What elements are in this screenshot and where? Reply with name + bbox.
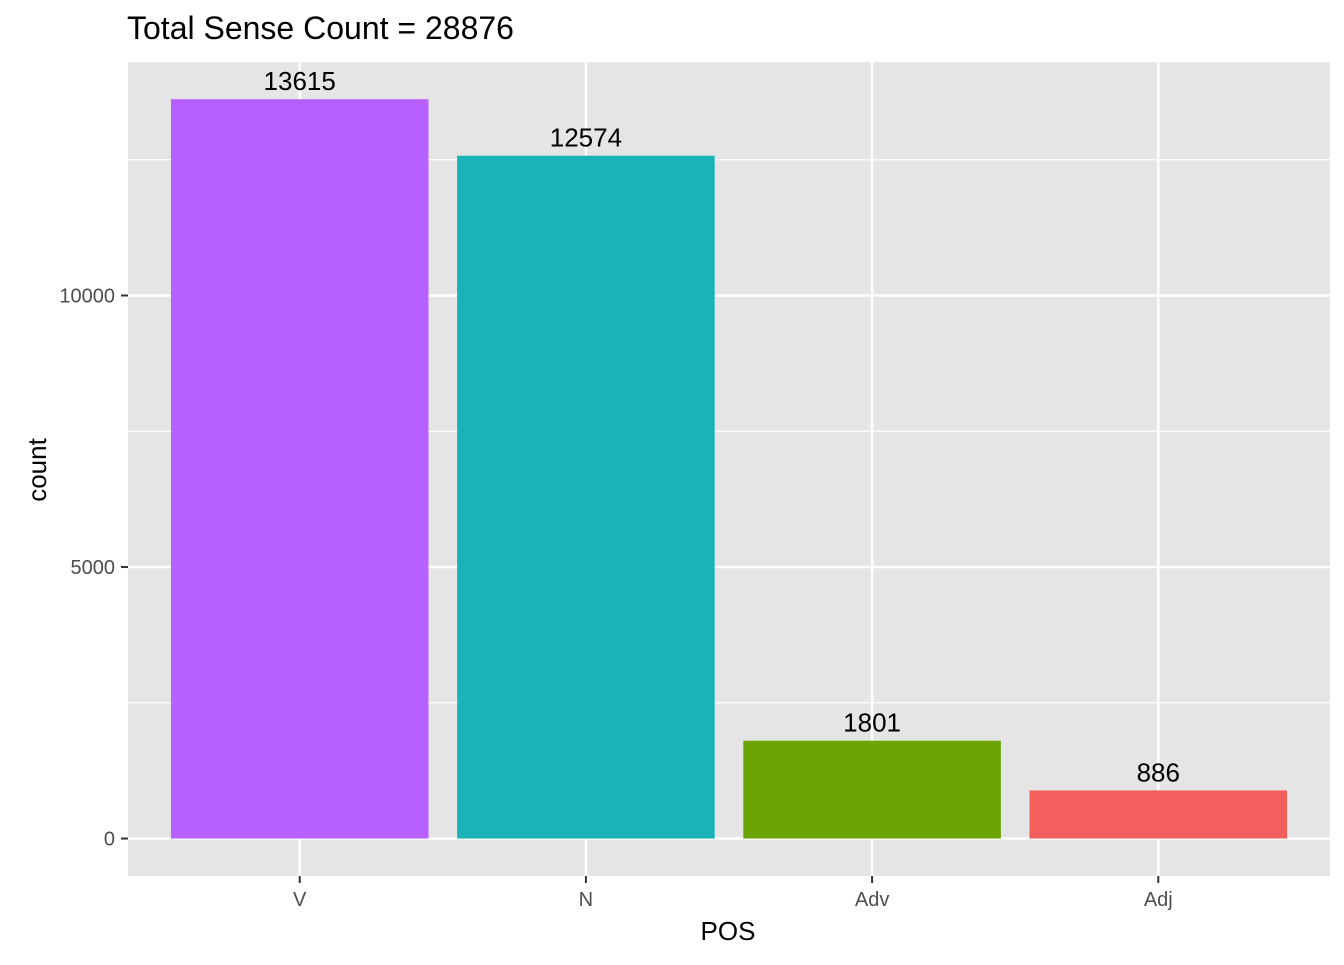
data-label-adv: 1801 [843,708,901,738]
bar-adj [1029,790,1288,839]
x-tick-label-adv: Adv [855,889,889,911]
x-tick-label-v: V [293,889,307,911]
x-axis-title: POS [701,916,756,946]
bar-v [170,99,429,839]
y-axis: 0 5000 10000 [59,286,128,851]
y-tick-label: 5000 [71,557,116,579]
data-label-adj: 886 [1137,757,1180,787]
bars [170,99,1288,839]
data-label-v: 13615 [264,66,336,96]
y-axis-title: count [22,437,52,501]
data-labels: 13615 12574 1801 886 [264,66,1180,787]
bar-n [457,155,715,839]
chart-title: Total Sense Count = 28876 [127,10,514,46]
y-tick-label: 10000 [59,286,115,308]
y-tick-label: 0 [104,829,115,851]
x-tick-label-n: N [579,889,593,911]
x-axis: V N Adv Adj [293,876,1173,911]
bar-adv [743,740,1001,839]
x-tick-label-adj: Adj [1144,889,1173,911]
data-label-n: 12574 [550,123,622,153]
